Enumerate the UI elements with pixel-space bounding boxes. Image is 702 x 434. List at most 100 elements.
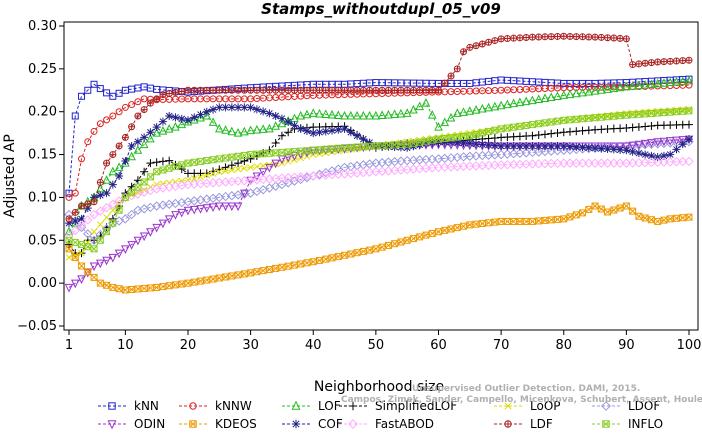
- point-cross: [353, 143, 361, 151]
- y-tick-label: 0.00: [28, 276, 57, 291]
- point-cross: [147, 284, 154, 292]
- point-cross: [203, 276, 211, 284]
- point: [177, 165, 186, 174]
- point: [164, 215, 174, 224]
- point: [64, 283, 74, 293]
- point-cross: [241, 270, 248, 278]
- point-cross: [215, 155, 223, 163]
- point-cross: [65, 236, 73, 244]
- point-cross: [84, 268, 92, 276]
- point-cross: [134, 183, 142, 191]
- point: [504, 402, 512, 410]
- point-cross: [316, 257, 323, 264]
- point-cross: [247, 269, 254, 277]
- point-cross: [379, 87, 386, 94]
- point: [484, 102, 493, 112]
- point: [227, 103, 236, 112]
- x-tick-label: 90: [618, 338, 635, 353]
- point-cross: [604, 208, 611, 216]
- point-cross: [272, 149, 280, 157]
- point: [152, 223, 161, 233]
- y-axis-label: Adjusted AP: [2, 134, 18, 218]
- point-cross: [497, 218, 505, 225]
- point-cross: [623, 111, 630, 119]
- point: [647, 79, 656, 88]
- point: [659, 78, 669, 87]
- point-cross: [529, 34, 536, 41]
- point-cross: [184, 87, 191, 94]
- point: [115, 108, 123, 116]
- point: [603, 145, 612, 153]
- point-cross: [573, 33, 580, 40]
- point: [490, 141, 499, 150]
- point: [490, 101, 500, 111]
- series-odin: [64, 135, 694, 293]
- point-cross: [648, 216, 655, 224]
- legend-label: kNN: [134, 399, 159, 413]
- point: [140, 133, 149, 142]
- point-cross: [554, 117, 561, 125]
- point: [684, 75, 694, 85]
- point: [565, 89, 575, 99]
- point-cross: [560, 215, 568, 223]
- point-cross: [241, 152, 248, 159]
- point-cross: [385, 141, 392, 149]
- point-cross: [190, 158, 198, 166]
- point: [359, 135, 368, 144]
- point: [590, 158, 600, 168]
- point-cross: [566, 213, 574, 221]
- point-cross: [140, 285, 148, 292]
- point-cross: [385, 242, 392, 249]
- point-cross: [78, 203, 85, 209]
- point-cross: [535, 33, 542, 40]
- point: [127, 241, 136, 250]
- point: [139, 139, 149, 149]
- point-cross: [673, 108, 680, 116]
- point-cross: [641, 110, 649, 118]
- x-axis-label: Neighborhood size: [314, 379, 444, 395]
- legend-label: LOF: [318, 399, 341, 413]
- point: [471, 105, 481, 114]
- point-cross: [523, 34, 530, 41]
- point-cross: [347, 250, 355, 258]
- point: [164, 124, 174, 133]
- point-cross: [585, 33, 592, 40]
- point: [678, 156, 688, 167]
- point-cross: [516, 34, 523, 41]
- point-cross: [629, 207, 636, 215]
- legend-label: ODIN: [134, 417, 165, 431]
- point: [678, 140, 687, 149]
- point: [578, 87, 587, 97]
- point: [284, 118, 293, 126]
- point: [390, 141, 399, 151]
- legend-item-ldf: LDF: [494, 417, 553, 431]
- y-axis: −0.05 0.00 0.05 0.10 0.15 0.20 0.25 0.30: [17, 19, 64, 334]
- point-cross: [109, 151, 116, 158]
- point: [622, 81, 631, 91]
- point: [353, 131, 362, 140]
- point-cross: [278, 87, 285, 94]
- point-cross: [410, 235, 417, 242]
- point: [134, 98, 142, 106]
- point: [152, 123, 161, 132]
- point: [290, 151, 299, 161]
- point-cross: [191, 87, 198, 94]
- point-cross: [491, 37, 498, 44]
- point-cross: [178, 280, 186, 288]
- point-cross: [354, 87, 361, 94]
- point: [89, 209, 99, 220]
- point-cross: [366, 87, 373, 94]
- point-cross: [103, 160, 110, 167]
- point: [622, 202, 630, 210]
- point-cross: [322, 255, 330, 263]
- point-cross: [673, 57, 680, 64]
- point-cross: [473, 42, 480, 49]
- point: [139, 232, 149, 242]
- y-tick-label: 0.05: [28, 233, 57, 248]
- point-cross: [347, 144, 355, 151]
- point: [634, 149, 643, 158]
- point: [315, 128, 324, 137]
- point-cross: [90, 274, 98, 281]
- point: [509, 98, 518, 108]
- point-cross: [215, 274, 223, 282]
